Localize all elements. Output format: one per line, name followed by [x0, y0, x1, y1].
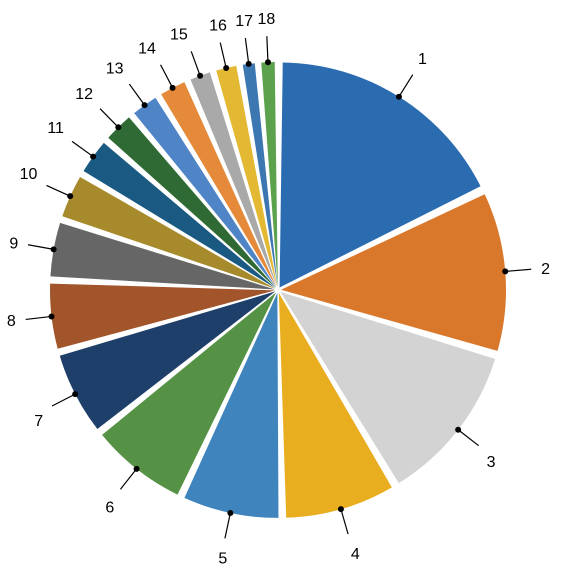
leader-line	[129, 84, 144, 105]
leader-line	[100, 109, 118, 128]
slice-label: 4	[351, 546, 360, 563]
leader-line	[191, 51, 200, 75]
slice-label: 16	[209, 18, 227, 35]
pie-chart: 123456789101112131415161718	[0, 0, 570, 570]
leader-line	[120, 469, 136, 489]
leader-line	[26, 316, 52, 319]
slice-label: 13	[106, 61, 124, 78]
leader-line	[267, 36, 268, 62]
slice-label: 14	[138, 41, 156, 58]
slice-label: 17	[235, 13, 253, 30]
leader-line	[458, 430, 479, 446]
leader-line	[505, 269, 531, 271]
slice-label: 11	[47, 120, 64, 137]
leader-line	[28, 245, 54, 250]
slice-label: 9	[9, 236, 18, 253]
slice-label: 10	[20, 166, 38, 183]
leader-line	[245, 38, 248, 64]
slice-label: 18	[257, 11, 275, 28]
leader-line	[161, 65, 173, 88]
leader-line	[72, 141, 93, 156]
slice-label: 8	[7, 313, 16, 330]
slice-label: 12	[75, 86, 93, 103]
leader-line	[220, 43, 226, 68]
slice-label: 3	[487, 454, 496, 471]
slice-label: 2	[541, 261, 550, 278]
leader-line	[341, 509, 348, 534]
leader-line	[225, 513, 230, 538]
leader-line	[47, 185, 71, 196]
slice-label: 6	[105, 499, 114, 516]
leader-line	[52, 394, 75, 406]
slice-label: 5	[218, 550, 227, 567]
slice-label: 1	[418, 51, 427, 68]
leader-line	[399, 75, 413, 97]
slice-label: 7	[34, 413, 43, 430]
slice-label: 15	[170, 26, 188, 43]
